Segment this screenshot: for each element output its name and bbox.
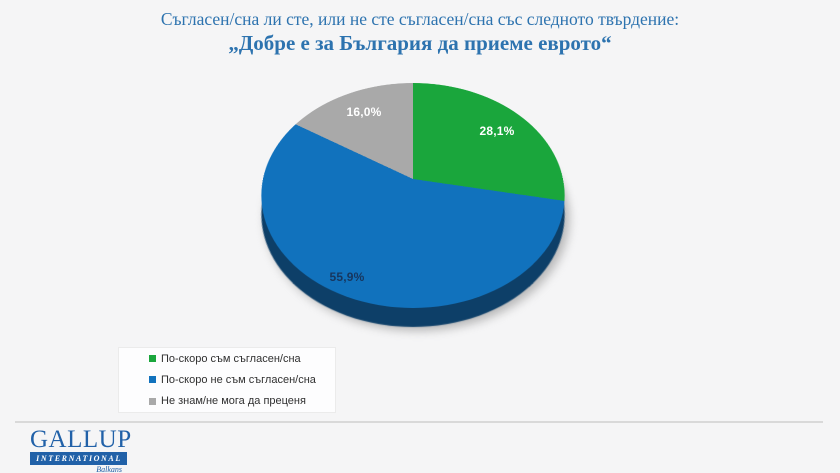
legend-swatch-green bbox=[149, 355, 156, 363]
title-statement: „Добре е за България да приеме еврото“ bbox=[228, 31, 612, 55]
gallup-logo: GALLUP INTERNATIONAL Balkans bbox=[30, 426, 132, 473]
legend-swatch-blue bbox=[149, 376, 156, 384]
gallup-logo-international-bar: INTERNATIONAL bbox=[30, 452, 127, 465]
legend-label: По-скоро съм съгласен/сна bbox=[161, 352, 301, 365]
gallup-logo-region: Balkans bbox=[96, 465, 122, 473]
gallup-logo-wordmark: GALLUP bbox=[30, 426, 132, 453]
legend: По-скоро съм съгласен/сна По-скоро не съ… bbox=[118, 347, 336, 413]
title-question: Съгласен/сна ли сте, или не сте съгласен… bbox=[160, 9, 680, 29]
legend-item-agree: По-скоро съм съгласен/сна bbox=[119, 348, 335, 369]
legend-item-disagree: По-скоро не съм съгласен/сна bbox=[119, 369, 335, 390]
pie-label-agree: 28,1% bbox=[479, 124, 515, 138]
legend-swatch-gray bbox=[149, 397, 156, 405]
chart-title: Съгласен/сна ли сте, или не сте съгласен… bbox=[0, 8, 840, 56]
pie-label-disagree: 55,9% bbox=[329, 270, 365, 284]
legend-label: По-скоро не съм съгласен/сна bbox=[161, 373, 316, 386]
legend-item-dontknow: Не знам/не мога да преценя bbox=[119, 391, 335, 412]
pie-label-dontknow: 16,0% bbox=[346, 105, 382, 119]
legend-label: Не знам/не мога да преценя bbox=[161, 395, 306, 408]
footer-divider-line bbox=[15, 421, 823, 423]
